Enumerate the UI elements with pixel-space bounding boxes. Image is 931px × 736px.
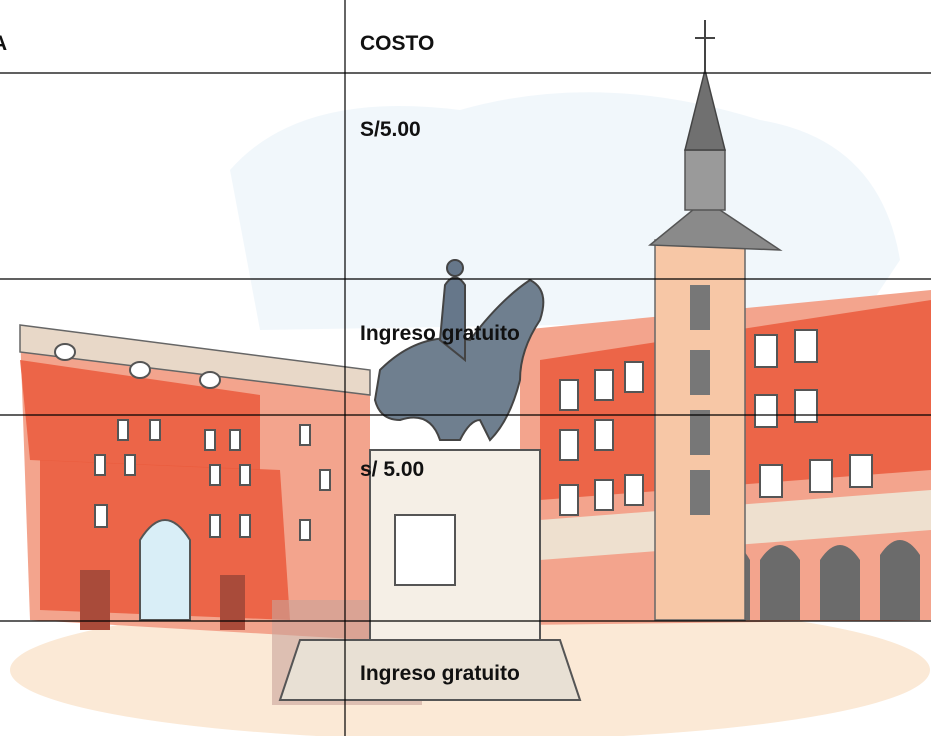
- cost-cell: S/5.00: [360, 118, 421, 141]
- cost-cell: Ingreso gratuito: [360, 662, 520, 685]
- cost-cell: s/ 5.00: [360, 458, 424, 481]
- cost-cell: Ingreso gratuito: [360, 322, 520, 345]
- column-header: A: [0, 32, 7, 55]
- column-header: COSTO: [360, 32, 434, 55]
